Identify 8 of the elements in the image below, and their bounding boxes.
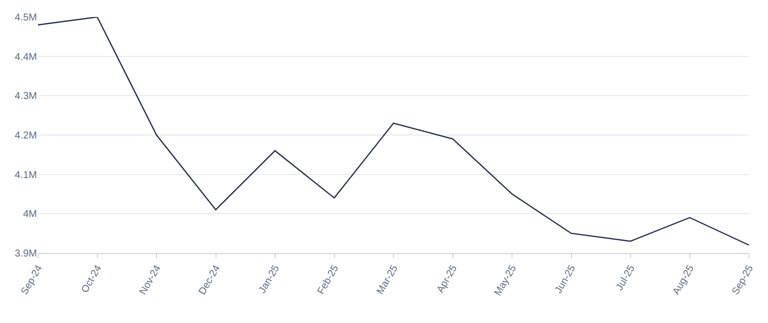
y-tick-label: 4.1M	[14, 170, 37, 181]
y-tick-label: 4M	[23, 209, 37, 220]
y-tick-label: 4.2M	[14, 130, 37, 142]
line-series	[38, 17, 749, 246]
y-tick-label: 4.5M	[14, 12, 37, 24]
y-tick-label: 4.4M	[14, 52, 37, 63]
y-tick-label: 3.9M	[14, 248, 37, 260]
y-tick-label: 4.3M	[14, 91, 37, 102]
